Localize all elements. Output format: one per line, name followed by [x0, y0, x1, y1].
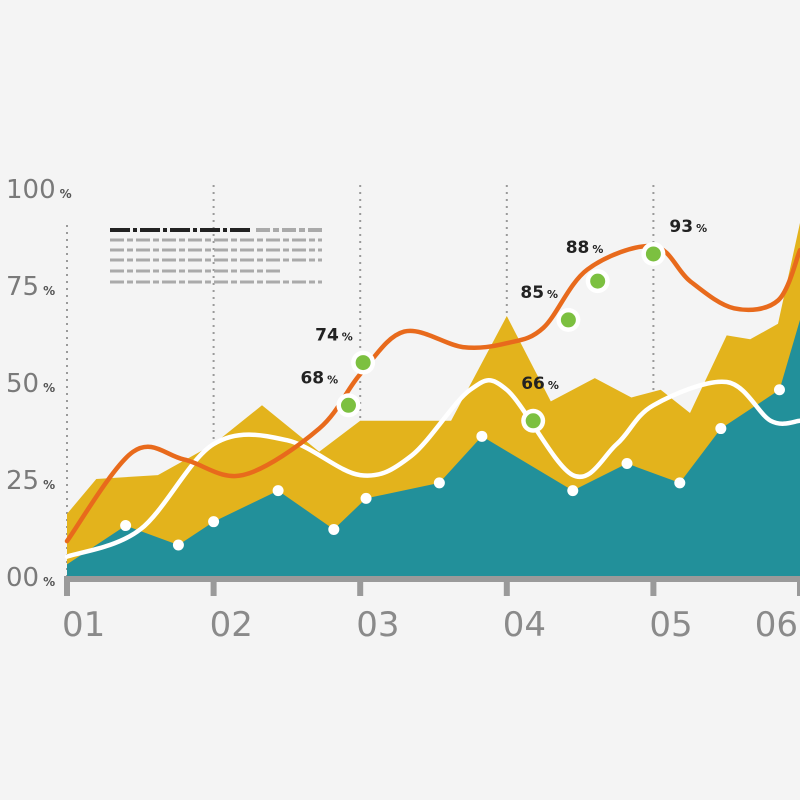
y-tick-label: 75%: [6, 272, 55, 302]
area-marker: [120, 520, 132, 532]
highlight-point: 88%: [566, 238, 610, 294]
area-marker: [674, 477, 686, 489]
x-axis-tick: [210, 576, 217, 596]
area-marker: [476, 430, 488, 442]
highlight-point: 74%: [315, 326, 376, 375]
x-axis-tick: [64, 576, 70, 596]
point-dot: [645, 246, 661, 262]
area-marker: [621, 457, 633, 469]
area-marker: [433, 477, 445, 489]
point-label: 68%: [300, 368, 338, 388]
point-label: 93%: [669, 217, 707, 237]
area-series-1: [67, 319, 800, 576]
x-axis-line: [67, 576, 800, 582]
point-dot: [590, 273, 606, 289]
point-label: 85%: [520, 283, 558, 303]
y-tick-label: 00%: [6, 563, 55, 593]
line-series: [64, 243, 800, 559]
x-axis-tick: [357, 576, 364, 596]
point-dot: [355, 355, 371, 371]
white-markers: [120, 384, 785, 551]
area-series: [67, 222, 800, 576]
x-axis-tick-labels: 01 02 03 04 05 06: [62, 605, 798, 645]
line-series-2: [64, 378, 800, 559]
vertical-gridlines: [66, 185, 655, 576]
area-marker: [567, 485, 579, 497]
x-tick-label: 01: [62, 605, 105, 645]
x-tick-label: 04: [503, 605, 546, 645]
point-dot: [340, 397, 356, 413]
y-axis-tick-labels: 00 % 25 % 50 % 75 % 100%: [6, 175, 72, 593]
x-tick-label: 06: [755, 605, 798, 645]
point-dot: [560, 312, 576, 328]
point-label: 66%: [521, 374, 559, 394]
y-tick-label: 100%: [6, 175, 72, 205]
x-axis-tick: [650, 576, 657, 596]
highlight-point: 66%: [521, 374, 559, 433]
x-tick-label: 05: [649, 605, 692, 645]
highlight-point: 93%: [641, 217, 707, 266]
area-marker: [715, 423, 727, 435]
area-marker: [328, 523, 340, 535]
x-tick-label: 03: [356, 605, 399, 645]
area-marker: [272, 485, 284, 497]
highlight-point: 85%: [520, 283, 581, 332]
legend-placeholder: [110, 228, 322, 284]
highlighted-points: 68 % 74 % 66 % 85 % 88 % 93%: [300, 217, 707, 433]
line-series-3: [64, 243, 800, 544]
x-axis-tick: [503, 576, 510, 596]
area-marker: [208, 516, 220, 528]
y-tick-label: 25%: [6, 466, 55, 496]
point-label: 74%: [315, 326, 353, 346]
area-marker: [172, 539, 184, 551]
area-marker: [773, 384, 785, 396]
x-tick-label: 02: [210, 605, 253, 645]
x-axis: [64, 576, 800, 596]
area-marker: [360, 492, 372, 504]
highlight-point: 68%: [300, 368, 361, 418]
point-label: 88%: [566, 238, 604, 258]
x-axis-tick: [797, 576, 800, 596]
y-tick-label: 50%: [6, 369, 55, 399]
point-dot: [525, 413, 541, 429]
